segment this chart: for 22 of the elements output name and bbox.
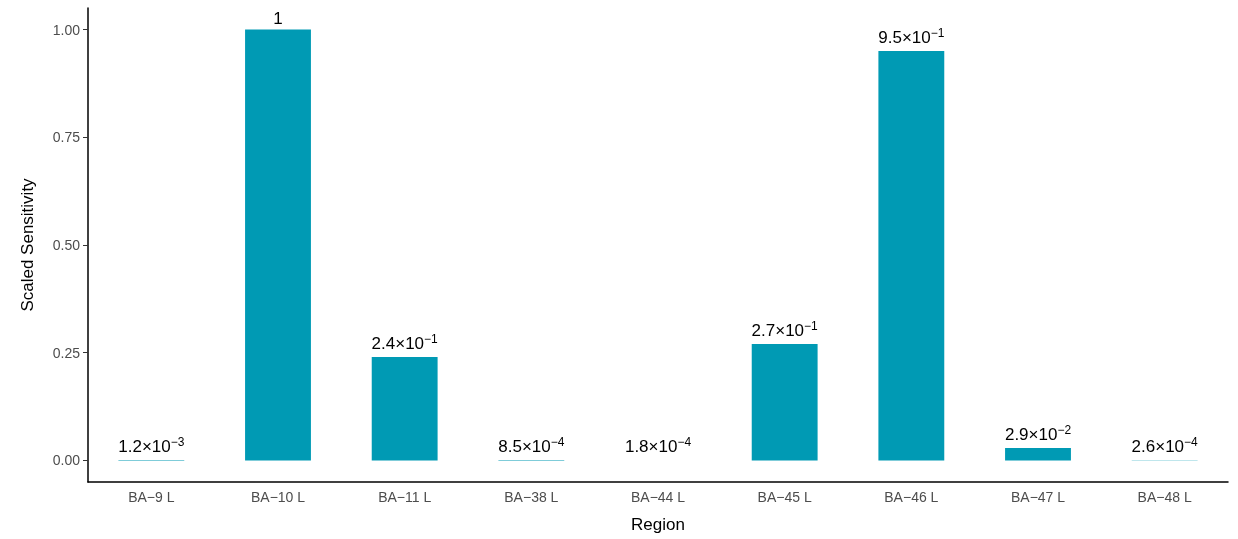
x-tick-label: BA−47 L <box>1010 489 1066 505</box>
y-tick-label: 0.25 <box>52 344 81 361</box>
y-tick-label: 0.50 <box>52 237 81 253</box>
x-axis-title: Region <box>631 515 685 534</box>
x-tick-label: BA−10 L <box>250 489 306 505</box>
x-tick-label: BA−11 L <box>378 489 432 505</box>
x-tick-label: BA−44 L <box>630 489 686 505</box>
x-tick-label: BA−48 L <box>1137 489 1192 505</box>
bar <box>245 29 311 461</box>
bar <box>751 344 818 461</box>
bar <box>371 357 438 461</box>
bar <box>1005 447 1071 461</box>
y-axis-title: Scaled Sensitivity <box>18 177 37 312</box>
y-tick-label: 0.00 <box>52 452 81 469</box>
data-label: 1 <box>273 8 283 28</box>
x-tick-label: BA−9 L <box>128 489 175 505</box>
y-tick-label: 1.00 <box>52 21 81 38</box>
y-tick-label: 0.75 <box>52 129 81 146</box>
x-tick-label: BA−45 L <box>757 489 812 505</box>
x-tick-label: BA−38 L <box>504 489 559 505</box>
x-tick-label: BA−46 L <box>884 489 939 505</box>
bar <box>878 51 945 461</box>
